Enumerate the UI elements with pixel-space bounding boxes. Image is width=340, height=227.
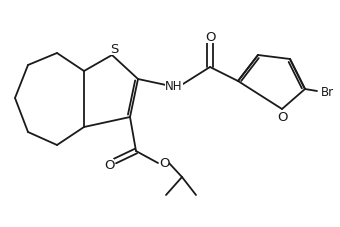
Text: NH: NH [165, 79, 183, 92]
Text: O: O [159, 157, 169, 170]
Text: Br: Br [320, 85, 334, 98]
Text: O: O [205, 30, 215, 43]
Text: S: S [110, 42, 118, 55]
Text: O: O [104, 159, 114, 172]
Text: O: O [278, 111, 288, 124]
